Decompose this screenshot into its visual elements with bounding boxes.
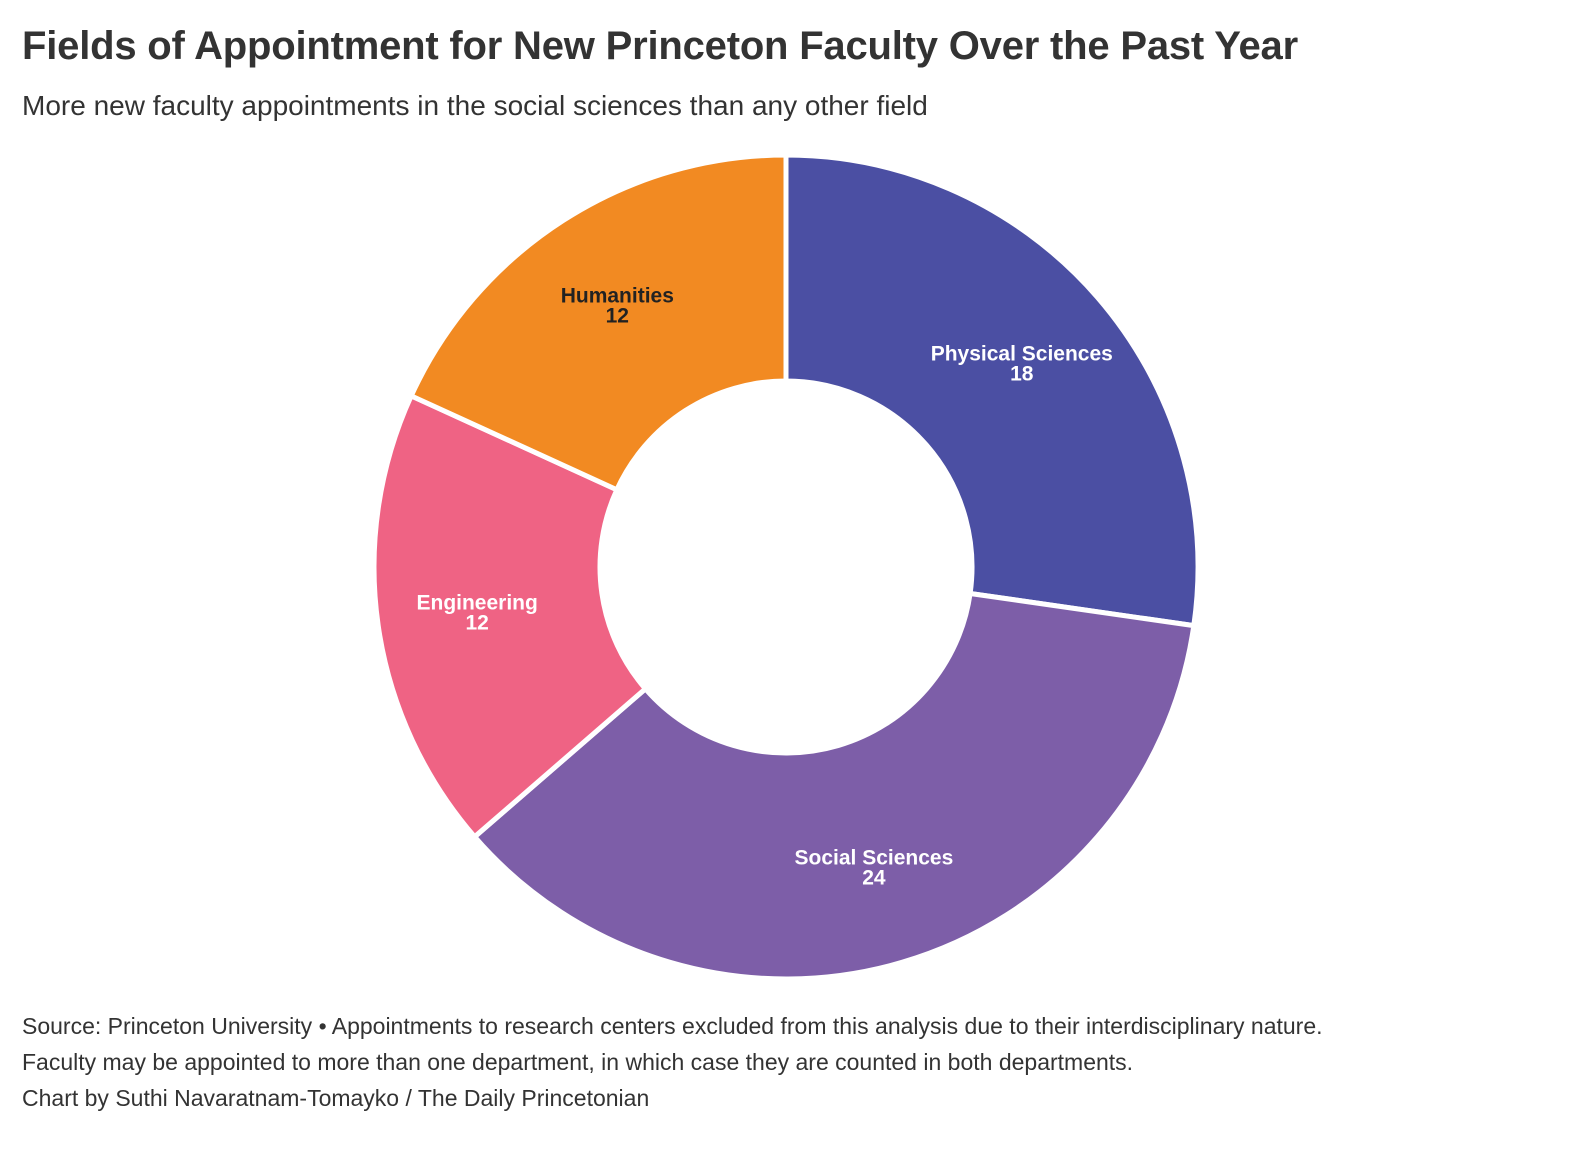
slice-humanities xyxy=(408,152,789,493)
slice-physical-sciences xyxy=(783,152,1201,629)
slice-social-sciences xyxy=(472,590,1197,982)
footer-source-note: Source: Princeton University • Appointme… xyxy=(22,1013,1323,1039)
slice-engineering xyxy=(371,393,648,840)
slice-label-humanities: Humanities xyxy=(561,285,674,308)
slice-value-physical-sciences: 18 xyxy=(1010,363,1034,386)
slice-value-engineering: 12 xyxy=(465,611,488,634)
slice-value-social-sciences: 24 xyxy=(862,866,886,889)
footer-counting-note: Faculty may be appointed to more than on… xyxy=(22,1049,1134,1075)
donut-slices xyxy=(371,152,1201,982)
chart-subtitle: More new faculty appointments in the soc… xyxy=(22,90,928,121)
slice-value-humanities: 12 xyxy=(606,305,629,328)
footer-credit: Chart by Suthi Navaratnam-Tomayko / The … xyxy=(22,1085,650,1111)
slice-label-engineering: Engineering xyxy=(416,591,537,614)
slice-label-social-sciences: Social Sciences xyxy=(795,846,954,869)
chart-footer: Source: Princeton University • Appointme… xyxy=(22,1008,1323,1116)
chart-title: Fields of Appointment for New Princeton … xyxy=(22,24,1298,68)
slice-label-physical-sciences: Physical Sciences xyxy=(931,343,1113,366)
